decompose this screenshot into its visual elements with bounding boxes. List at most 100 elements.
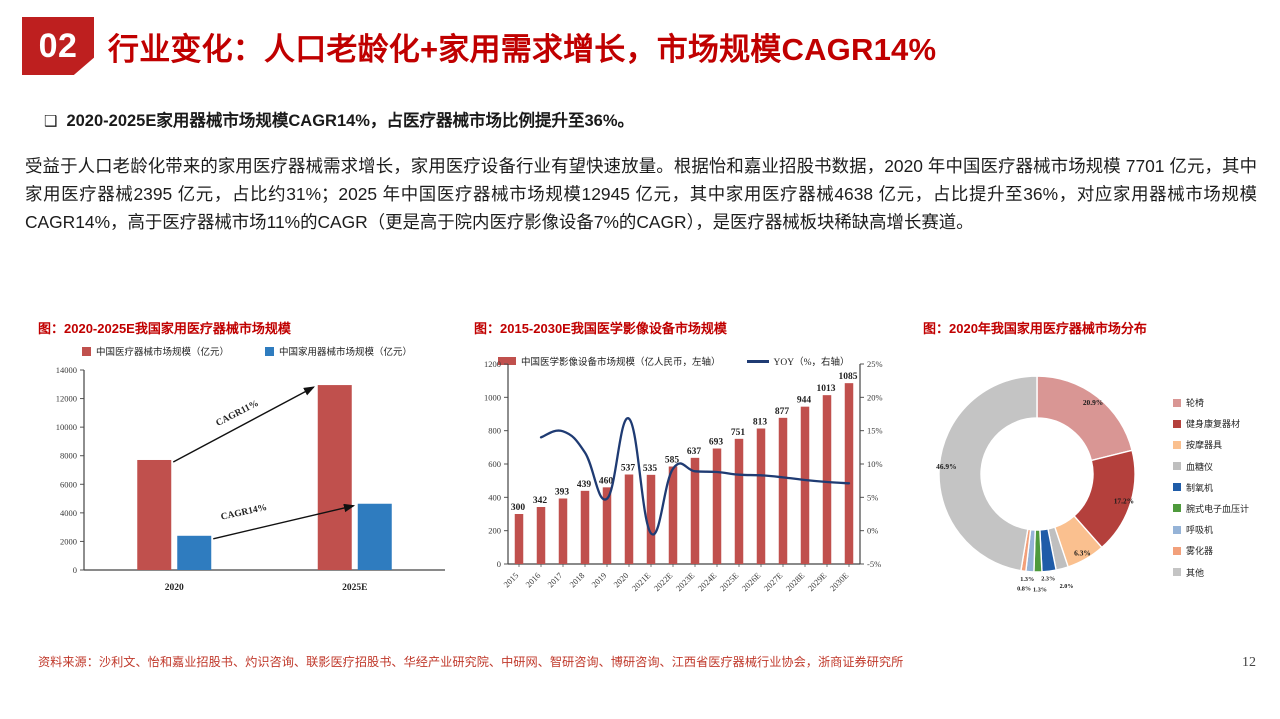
legend-swatch [1173,419,1181,428]
chart1-annotation-cagr11: CAGR11% [215,399,261,429]
chart2-xtick: 2019 [589,570,608,589]
chart1-cagr-arrow [172,386,315,463]
chart2-bar-value: 877 [775,407,790,417]
chart2-xtick: 2017 [545,570,564,589]
page-title: 行业变化：人口老龄化+家用需求增长，市场规模CAGR14% [108,31,937,67]
chart2-legend-label-0: 中国医学影像设备市场规模（亿人民币，左轴） [521,358,721,368]
bullet-heading: ❑ 2020-2025E家用器械市场规模CAGR14%，占医疗器械市场比例提升至… [44,107,634,131]
chart2-yoy-line [539,417,851,536]
chart3-legend-item-1: 健身康复器材 [1173,417,1249,430]
legend-swatch-line [746,359,769,363]
chart3-legend-label: 雾化器 [1186,546,1214,557]
chart1-ytick: 14000 [56,365,77,375]
chart2-xtick: 2023E [674,570,697,593]
chart2-bar-value: 342 [533,496,548,506]
chart2-xtick: 2030E [828,570,851,593]
chart1-ytick: 6000 [60,479,77,489]
chart1-ytick: 2000 [60,536,77,546]
chart2-bar [514,514,524,564]
chart2-legend-item-0: 中国医学影像设备市场规模（亿人民币，左轴） [498,354,721,368]
chart1-xtick: 2020 [165,583,184,593]
chart2-ytick-left: 200 [488,526,501,536]
chart2-bar-value: 439 [577,480,592,490]
legend-swatch [1173,398,1181,407]
chart2-bar [756,428,766,564]
chart-panel-home-device-distribution: 图：2020年我国家用医疗器械市场分布 20.9% 17.2% 6.3% 2.0% 2.… [905,318,1275,618]
chart2-ytick-left: 600 [488,459,501,469]
legend-swatch [1173,462,1181,471]
chart2-legend-item-1: YOY（%，右轴） [746,354,850,368]
chart2-bar [778,417,788,564]
chart3-slice-label: 0.8% [1017,585,1031,592]
chart3-slice-label: 1.3% [1033,586,1047,593]
chart2-bar-value: 1013 [817,384,836,394]
chart3-legend-item-6: 呼吸机 [1173,523,1249,536]
chart2-legend: 中国医学影像设备市场规模（亿人民币，左轴） YOY（%，右轴） [498,354,850,368]
chart2-bar [822,395,832,564]
chart2-ytick-right: -5% [867,559,881,569]
chart2-bar-value: 637 [687,447,702,457]
chart2-bar-value: 751 [731,428,746,438]
chart2-bar-value: 535 [643,464,658,474]
chart2-bar [690,457,700,564]
chart3-legend-item-4: 制氧机 [1173,481,1249,494]
chart2-xtick: 2027E [762,570,785,593]
legend-swatch [1173,546,1181,555]
chart2-xtick: 2028E [784,570,807,593]
legend-swatch-red [498,357,516,365]
chart2-ytick-right: 5% [867,492,878,502]
chart1-ytick: 10000 [56,422,77,432]
chart3-legend: 轮椅 健身康复器材 按摩器具 血糖仪 制氧机 腕式电子血压计 呼吸机 雾化器 其他 [1173,396,1249,579]
section-number-badge: 02 [22,17,94,75]
chart3-legend-item-3: 血糖仪 [1173,460,1249,473]
chart2-bar [800,406,810,564]
legend-swatch [1173,525,1181,534]
chart1-plot: 0 2000 4000 6000 8000 10000 12000 14000 2020 2025… [56,365,445,593]
chart3-slice [1036,375,1133,462]
chart3-legend-item-7: 雾化器 [1173,544,1249,557]
chart1-bar [357,503,392,570]
legend-swatch [1173,568,1181,576]
chart3-legend-item-0: 轮椅 [1173,396,1249,409]
body-paragraph: 受益于人口老龄化带来的家用医疗器械需求增长，家用医疗设备行业有望快速放量。根据怡… [25,156,1257,233]
source-note: 资料来源：沙利文、怡和嘉业招股书、灼识咨询、联影医疗招股书、华经产业研究院、中研… [38,655,904,669]
chart2-bar-value: 300 [511,503,526,513]
chart3-legend-label: 腕式电子血压计 [1186,503,1250,514]
legend-swatch [1173,504,1181,513]
chart1-legend-label-0: 中国医疗器械市场规模（亿元） [96,348,230,358]
chart2-bar [602,487,612,564]
chart2-title: 图：2015-2030E我国医学影像设备市场规模 [474,321,727,336]
chart3-title: 图：2020年我国家用医疗器械市场分布 [923,321,1147,336]
chart1-ytick: 0 [73,565,77,575]
chart3-slice-label: 2.3% [1041,576,1055,583]
chart2-bar [668,466,678,564]
chart1-legend-item-0: 中国医疗器械市场规模（亿元） [82,344,229,358]
chart1-bar [177,535,212,570]
chart2-bar [734,438,744,564]
legend-swatch [1173,483,1181,492]
chart1-bar [137,459,172,570]
chart1-legend: 中国医疗器械市场规模（亿元） 中国家用器械市场规模（亿元） [82,344,412,358]
chart3-slice-label: 1.3% [1020,576,1034,583]
chart3-legend-label: 呼吸机 [1186,525,1214,536]
chart2-ytick-right: 25% [867,359,883,369]
chart1-legend-item-1: 中国家用器械市场规模（亿元） [265,344,412,358]
chart1-xtick: 2025E [342,583,367,593]
chart2-bar [624,474,634,564]
chart2-bar [844,383,854,564]
chart2-ytick-left: 400 [488,492,501,502]
chart1-bar [317,385,352,570]
legend-swatch-blue [265,346,275,356]
chart2-ytick-left: 800 [488,426,501,436]
chart2-xtick: 2025E [718,570,741,593]
bullet-square-icon: ❑ [44,113,58,130]
chart2-bar-value: 693 [709,438,724,448]
chart2-xtick: 2024E [696,570,719,593]
chart2-bar-value: 585 [665,456,680,466]
chart2-xtick: 2022E [652,570,675,593]
slide-header: 02 行业变化：人口老龄化+家用需求增长，市场规模CAGR14% [22,16,936,76]
legend-swatch-red [82,346,91,356]
chart3-legend-item-8: 其他 [1173,566,1249,579]
chart2-xtick: 2018 [567,570,586,589]
chart2-bar-value: 944 [797,396,812,406]
